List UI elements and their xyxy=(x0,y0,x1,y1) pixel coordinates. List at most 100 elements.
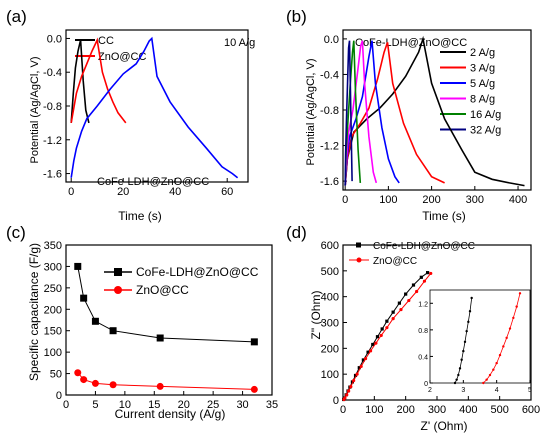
data-point xyxy=(91,317,99,325)
data-point xyxy=(379,333,383,338)
legend-label: 5 A/g xyxy=(470,78,495,90)
legend-label: 2 A/g xyxy=(470,47,495,59)
data-point xyxy=(156,334,164,342)
inset-plot: 2 3 4 5 0 0.4 0.8 1.2 xyxy=(418,289,532,394)
series-line-2 xyxy=(344,40,400,186)
data-point xyxy=(80,376,88,384)
panel-a-xlabel: Time (s) xyxy=(118,209,162,223)
series-line-0 xyxy=(77,266,255,343)
data-point xyxy=(385,319,389,323)
x-tick-label: 35 xyxy=(266,399,278,411)
series-line-1 xyxy=(70,37,127,124)
legend-label: ZnO@CC xyxy=(373,256,417,267)
x-tick-label: 300 xyxy=(466,194,484,206)
inset-point xyxy=(492,368,495,371)
inset-point xyxy=(462,349,465,353)
x-tick-label: 5 xyxy=(92,399,98,411)
legend-label: 32 A/g xyxy=(470,125,501,137)
data-point xyxy=(343,396,347,400)
data-point xyxy=(366,350,370,354)
data-point xyxy=(368,349,373,353)
x-tick-label: 100 xyxy=(379,194,397,206)
panel-a-label: (a) xyxy=(6,7,27,26)
inset-point xyxy=(457,373,460,377)
panel-c-ylabel: Specific capacitance (F/g) xyxy=(27,243,41,381)
x-tick-label: 40 xyxy=(169,186,181,198)
x-tick-label: 0 xyxy=(63,399,69,411)
inset-point xyxy=(465,329,468,333)
panel-b-title: CoFe-LDH@ZnO@CC xyxy=(355,37,467,49)
panel-c-xlabel: Current density (A/g) xyxy=(115,407,226,421)
y-tick-label: 200 xyxy=(321,343,339,355)
inset-point xyxy=(482,381,485,385)
data-point xyxy=(74,369,82,377)
data-point xyxy=(419,275,423,279)
y-tick-label: 300 xyxy=(44,261,62,273)
data-point xyxy=(415,289,419,294)
series-line-0 xyxy=(343,272,428,400)
y-tick-label: -1.6 xyxy=(320,176,339,188)
x-tick-label: 600 xyxy=(522,404,540,416)
x-tick-label: 15 xyxy=(148,399,160,411)
x-tick-label: 10 xyxy=(119,399,131,411)
panel-b: (b) CoFe-LDH@ZnO@CC 2 A/g 3 A/g 5 A/g 8 A/g… xyxy=(286,7,501,223)
series-line-0 xyxy=(344,35,525,187)
inset-y-tick-label: 1.2 xyxy=(418,301,428,308)
inset-point xyxy=(468,310,472,313)
data-point xyxy=(397,301,401,305)
legend-label: 3 A/g xyxy=(470,63,495,75)
y-tick-label: 0 xyxy=(333,395,339,407)
x-tick-label: 0 xyxy=(340,404,346,416)
x-tick-label: 25 xyxy=(207,399,219,411)
y-tick-label: 600 xyxy=(321,240,339,252)
inset-point xyxy=(455,378,458,381)
panel-b-xlabel: Time (s) xyxy=(422,209,466,223)
inset-point xyxy=(485,378,488,381)
data-point xyxy=(391,317,395,321)
x-tick-label: 60 xyxy=(221,186,233,198)
data-point xyxy=(345,393,349,397)
x-tick-label: 0 xyxy=(68,186,74,198)
series-line-1 xyxy=(344,42,445,186)
plot-frame xyxy=(65,244,273,396)
data-point xyxy=(350,380,354,384)
inset-point xyxy=(453,381,457,385)
x-tick-label: 200 xyxy=(422,194,440,206)
inset-point xyxy=(470,296,473,300)
data-point xyxy=(426,271,430,275)
data-point xyxy=(250,385,258,393)
inset-y-tick-label: 0.8 xyxy=(418,328,428,335)
data-point xyxy=(404,292,408,296)
inset-point xyxy=(488,373,492,377)
data-point xyxy=(385,326,389,330)
data-point xyxy=(371,342,375,347)
inset-point xyxy=(460,358,463,361)
y-tick-label: 200 xyxy=(44,304,62,316)
data-point xyxy=(74,262,82,270)
inset-point xyxy=(515,305,518,308)
panel-c-label: (c) xyxy=(6,223,26,242)
data-point xyxy=(375,335,380,339)
panel-a-annotation: 10 A/g xyxy=(224,37,255,49)
y-tick-label: -1.2 xyxy=(320,141,339,153)
x-tick-label: 400 xyxy=(509,194,527,206)
y-tick-label: 300 xyxy=(321,318,339,330)
x-tick-label: 20 xyxy=(117,186,129,198)
series-line-3 xyxy=(344,40,378,186)
data-point xyxy=(250,338,258,346)
y-tick-label: 0 xyxy=(56,390,62,402)
panel-d-ylabel: Z" (Ohm) xyxy=(309,291,323,340)
data-point xyxy=(91,379,99,387)
panel-a: (a) 10 A/g CC ZnO@CC CoFe-LDH@ZnO@CC Tim… xyxy=(6,7,255,223)
inset-point xyxy=(512,316,515,320)
legend-marker xyxy=(114,268,122,276)
panel-a-ylabel: Potential (Ag/AgCl, V) xyxy=(29,57,41,164)
data-point xyxy=(380,327,384,331)
panel-b-ylabel: Potential (Ag/AgCl, V) xyxy=(305,59,317,166)
y-tick-label: 350 xyxy=(44,240,62,252)
y-tick-label: 100 xyxy=(44,347,62,359)
y-tick-label: -1.2 xyxy=(43,135,62,147)
legend-label: 8 A/g xyxy=(470,94,495,106)
x-tick-label: 500 xyxy=(490,404,508,416)
